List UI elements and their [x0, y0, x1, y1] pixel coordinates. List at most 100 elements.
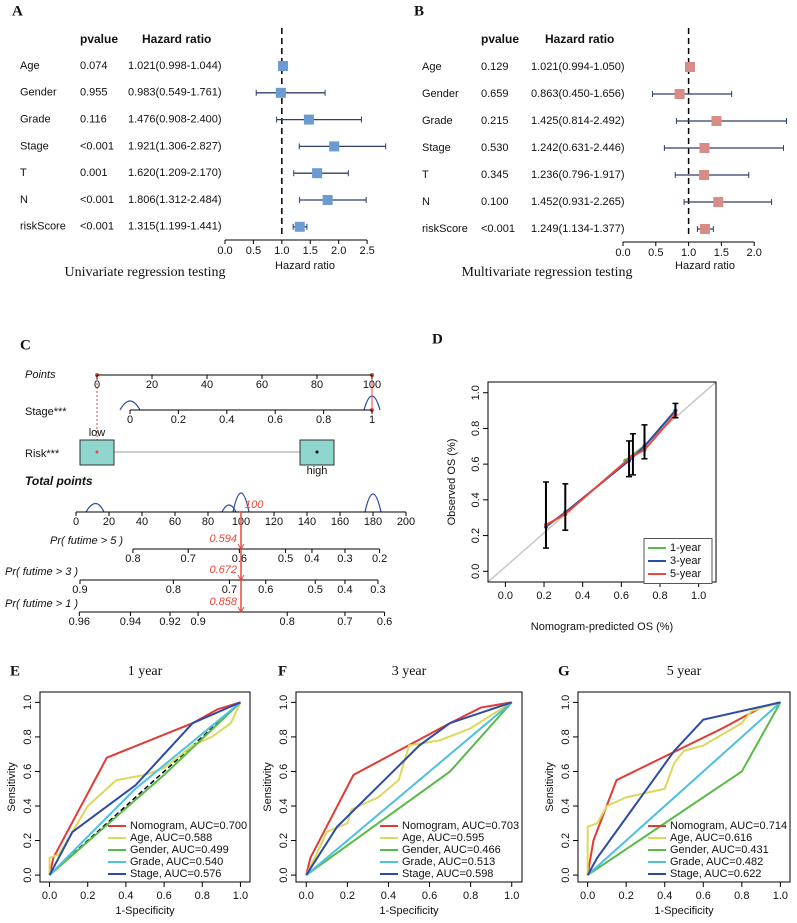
legend-label: Age, AUC=0.616 [670, 832, 752, 844]
y-tick-label: 0.2 [470, 528, 482, 543]
density-bump [232, 492, 250, 513]
x-tick-label: 2.0 [331, 245, 346, 257]
series-line [586, 701, 781, 876]
y-tick-label: 0.4 [22, 798, 34, 813]
hazard-ratio-box [312, 168, 323, 179]
y-axis-label: Observed OS (%) [446, 439, 458, 526]
column-header: Hazard ratio [545, 32, 614, 46]
row-label: Risk*** [25, 448, 60, 460]
row-label: Stage*** [25, 406, 67, 418]
y-tick-label: 0.6 [22, 764, 34, 779]
y-tick-label: 0.0 [560, 867, 572, 882]
legend-label: Gender, AUC=0.466 [402, 844, 501, 856]
legend-label: Stage, AUC=0.576 [130, 868, 221, 880]
x-tick-label: 0.6 [614, 590, 629, 602]
hazard-ratio-label: 1.236(0.796-1.917) [531, 169, 625, 181]
y-tick-label: 0.8 [278, 729, 290, 744]
x-tick-label: 0.8 [195, 890, 210, 902]
row-label: Gender [20, 87, 57, 99]
x-tick-label: 1.5 [714, 247, 729, 259]
y-tick-label: 0.2 [22, 833, 34, 848]
x-tick-label: 0.0 [498, 590, 513, 602]
series-line [305, 701, 513, 876]
hazard-ratio-label: 1.425(0.814-2.492) [531, 115, 625, 127]
density-bump [85, 502, 105, 513]
hazard-ratio-box [674, 89, 685, 99]
hazard-ratio-label: 1.021(0.998-1.044) [128, 60, 222, 72]
row-label: T [20, 167, 27, 179]
total-tick-label: 60 [169, 516, 181, 528]
risk-dot [315, 450, 319, 454]
y-axis-label: Sensitivity [544, 762, 556, 812]
row-label: Pr( futime > 5 ) [50, 535, 123, 547]
hazard-ratio-box [303, 114, 314, 125]
y-tick-label: 0.0 [22, 867, 34, 882]
y-tick-label: 0.6 [470, 456, 482, 471]
hazard-ratio-box [275, 87, 286, 98]
prediction-label: 0.672 [209, 564, 237, 576]
density-bump [364, 493, 382, 513]
probability-tick-label: 0.5 [308, 584, 323, 596]
p-value: 0.001 [80, 167, 108, 179]
x-tick-label: 0.2 [619, 890, 634, 902]
density-bump [221, 504, 237, 513]
probability-tick-label: 0.6 [232, 553, 247, 565]
legend-label: Nomogram, AUC=0.703 [402, 820, 519, 832]
probability-tick-label: 0.7 [337, 616, 352, 628]
variable-tick-label: 0 [127, 414, 133, 426]
legend-label: 5-year [670, 568, 702, 580]
total-tick-label: 140 [298, 516, 316, 528]
p-value: 0.955 [80, 87, 108, 99]
total-points-label: 100 [245, 499, 264, 511]
series-line [305, 701, 513, 876]
x-tick-label: 1.5 [303, 245, 318, 257]
series-line [587, 701, 782, 876]
p-value: 0.659 [481, 88, 509, 100]
p-value: 0.215 [481, 115, 509, 127]
legend-label: Grade, AUC=0.540 [130, 856, 223, 868]
legend-label: Grade, AUC=0.482 [670, 856, 763, 868]
series-line [48, 701, 241, 876]
x-tick-label: 0.4 [575, 590, 590, 602]
probability-tick-label: 0.7 [222, 584, 237, 596]
series-line [48, 701, 242, 876]
caption: Univariate regression testing [65, 265, 226, 280]
probability-tick-label: 0.2 [372, 553, 387, 565]
p-value: 0.116 [80, 114, 107, 126]
x-tick-label: 0.0 [615, 247, 630, 259]
prediction-arrow [237, 543, 245, 550]
y-tick-label: 0.2 [560, 833, 572, 848]
legend-label: Nomogram, AUC=0.700 [130, 820, 247, 832]
x-tick-label: 1.0 [504, 890, 519, 902]
probability-tick-label: 0.94 [120, 616, 141, 628]
points-tick-label: 100 [363, 379, 381, 391]
y-tick-label: 1.0 [278, 695, 290, 710]
y-tick-label: 0.8 [560, 729, 572, 744]
category-label: low [89, 427, 106, 439]
x-tick-label: 0.5 [648, 247, 663, 259]
x-tick-label: 0.0 [299, 890, 314, 902]
probability-tick-label: 0.4 [337, 584, 352, 596]
p-value: 0.100 [481, 196, 509, 208]
hazard-ratio-label: 1.021(0.994-1.050) [531, 61, 625, 73]
column-header: Hazard ratio [142, 32, 211, 46]
probability-tick-label: 0.92 [159, 616, 180, 628]
probability-tick-label: 0.3 [337, 553, 352, 565]
hazard-ratio-box [699, 224, 710, 234]
series-line [48, 701, 242, 876]
legend-label: 3-year [670, 555, 702, 567]
p-value: <0.001 [80, 140, 114, 152]
probability-tick-label: 0.4 [304, 553, 319, 565]
x-axis-label: Hazard ratio [275, 260, 335, 272]
points-tick-label: 80 [311, 379, 323, 391]
total-tick-label: 0 [73, 516, 79, 528]
probability-tick-label: 0.8 [166, 584, 181, 596]
row-label: Pr( futime > 3 ) [5, 566, 78, 578]
row-label: riskScore [20, 221, 66, 233]
row-label: Stage [422, 142, 451, 154]
x-tick-label: 0.2 [80, 890, 95, 902]
y-tick-label: 0.4 [470, 492, 482, 507]
panel-label: F [278, 663, 287, 679]
plot-frame [487, 381, 717, 583]
